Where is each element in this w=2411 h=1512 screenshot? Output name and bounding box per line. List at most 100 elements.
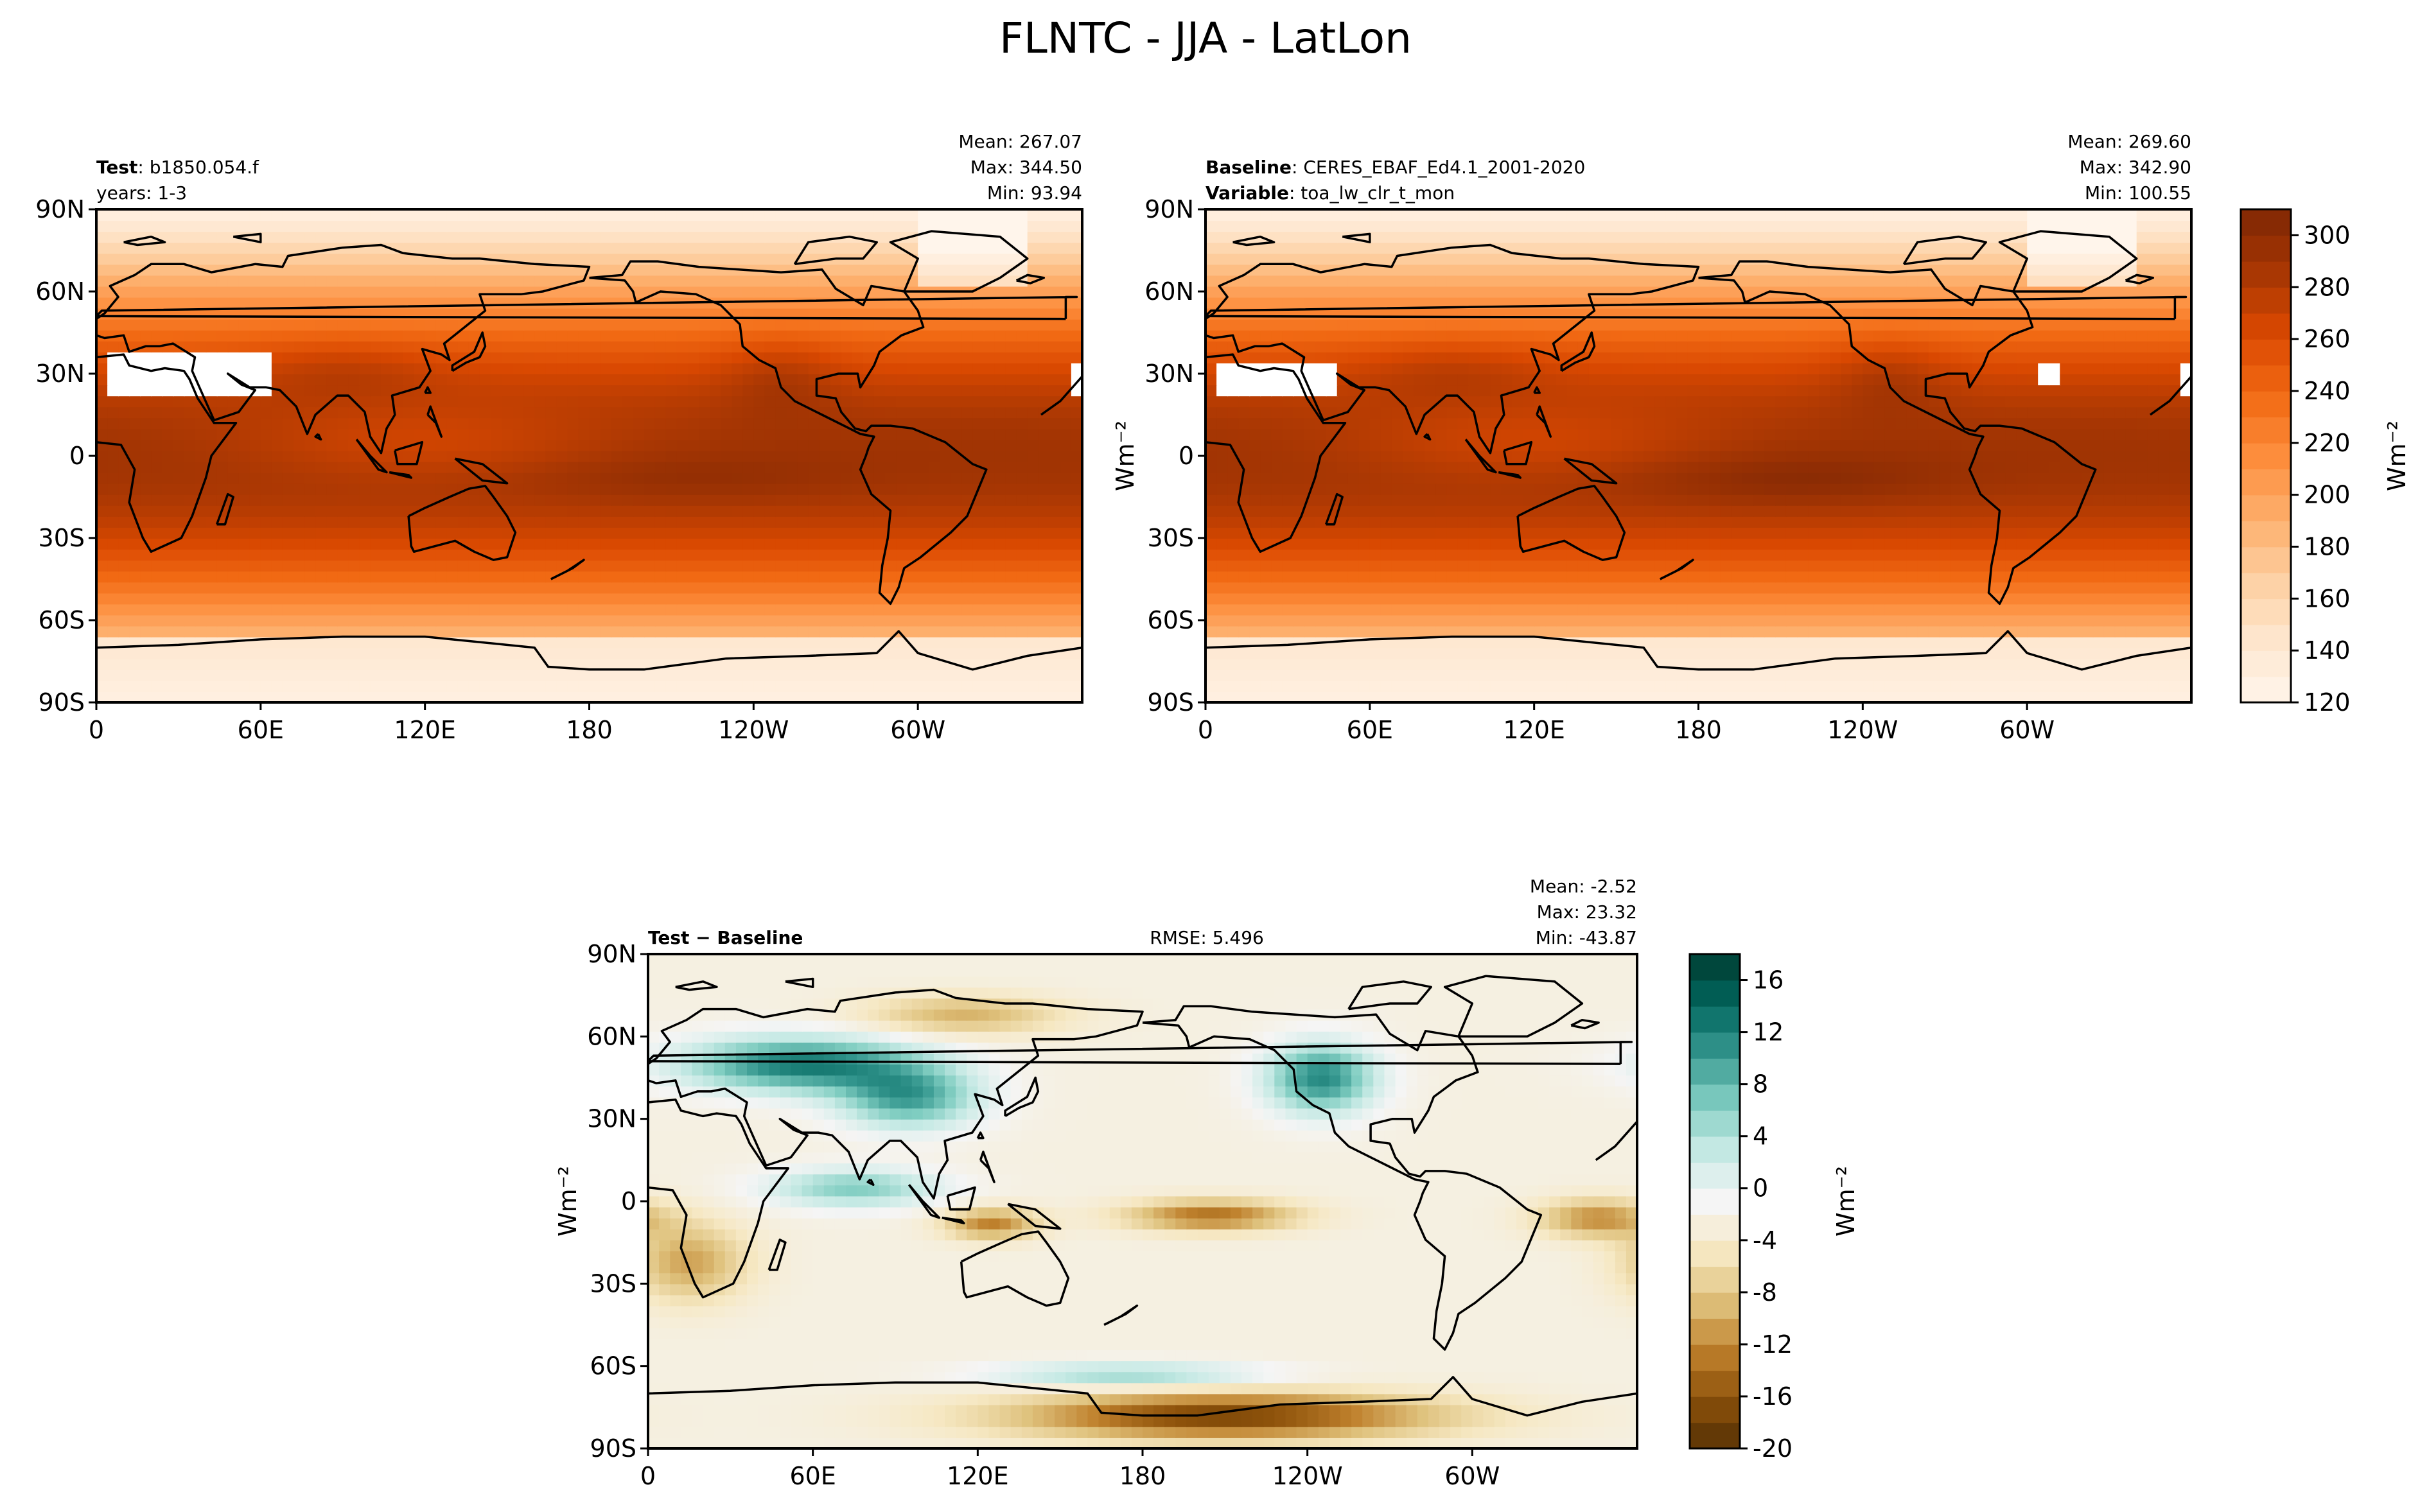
abs-colorbar-swatch	[2241, 339, 2291, 366]
baseline-stat: Mean: 269.60	[2067, 131, 2191, 152]
test-stat: Mean: 267.07	[958, 131, 1082, 152]
difference-y-tick: 30N	[587, 1105, 636, 1133]
diff-colorbar-swatch	[1690, 1266, 1740, 1293]
diff-colorbar-swatch	[1690, 1084, 1740, 1111]
baseline-x-tick: 120W	[1827, 716, 1898, 744]
baseline-x-tick: 120E	[1503, 716, 1565, 744]
diff-colorbar-swatch	[1690, 1136, 1740, 1163]
difference-y-tick: 30S	[590, 1269, 636, 1298]
abs-colorbar-swatch	[2241, 442, 2291, 469]
diff-colorbar-swatch	[1690, 1344, 1740, 1371]
test-y-tick: 30N	[35, 360, 85, 388]
diff-colorbar-tick: -20	[1753, 1434, 1793, 1463]
diff-colorbar-swatch	[1690, 1058, 1740, 1085]
abs-colorbar-tick: 140	[2304, 636, 2351, 665]
difference-x-tick: 60W	[1444, 1462, 1500, 1490]
baseline-x-tick: 0	[1198, 716, 1213, 744]
diff-colorbar-tick: -16	[1753, 1382, 1793, 1411]
diff-colorbar-swatch	[1690, 980, 1740, 1007]
test-y-tick: 60N	[35, 277, 85, 306]
diff-colorbar-swatch	[1690, 1006, 1740, 1033]
abs-colorbar-swatch	[2241, 521, 2291, 548]
diff-colorbar-swatch	[1690, 1162, 1740, 1189]
difference-stat: Max: 23.32	[1537, 901, 1637, 923]
baseline-y-tick: 60N	[1144, 277, 1194, 306]
baseline-x-tick: 60E	[1347, 716, 1393, 744]
baseline-x-tick: 180	[1675, 716, 1722, 744]
abs-colorbar-swatch	[2241, 313, 2291, 340]
abs-colorbar-tick: 120	[2304, 688, 2351, 717]
test-coastlines	[96, 230, 1082, 671]
abs-colorbar-swatch	[2241, 676, 2291, 703]
test-field	[96, 209, 1082, 702]
difference-stat: Min: -43.87	[1536, 927, 1637, 948]
abs-colorbar-tick: 300	[2304, 221, 2351, 249]
baseline-coastlines	[1206, 230, 2191, 671]
difference-panel: 0 60E 120E 180 120W 60W 90N 60N 30N 0 30S 60S 90S Tes…	[554, 876, 1638, 1490]
diff-colorbar-swatch	[1690, 1292, 1740, 1319]
abs-colorbar-swatch	[2241, 624, 2291, 651]
baseline-y-tick: 30N	[1144, 360, 1194, 388]
test-x-tick: 0	[89, 716, 104, 744]
difference-y-tick: 0	[621, 1187, 636, 1215]
panels: 0 60E 120E 180 120W 60W 90N 60N 30N 0 30S 60S 90S Tes…	[35, 131, 2411, 1490]
diff-colorbar-swatch	[1690, 1032, 1740, 1059]
difference-y-tick: 60N	[587, 1022, 636, 1050]
abs-colorbar-label: Wm⁻²	[2383, 421, 2411, 491]
abs-colorbar-swatch	[2241, 209, 2291, 236]
diff-colorbar-swatch	[1690, 1318, 1740, 1345]
abs-colorbar-swatch	[2241, 235, 2291, 262]
test-y-tick: 60S	[39, 606, 85, 634]
figure-title: FLNTC - JJA - LatLon	[999, 13, 1412, 63]
test-x-tick: 60E	[238, 716, 284, 744]
test-x-tick: 180	[566, 716, 613, 744]
baseline-y-tick: 60S	[1148, 606, 1194, 634]
abs-colorbar-swatch	[2241, 287, 2291, 314]
abs-colorbar: 120 140 160 180 200 220 240 260 280 300 Wm⁻²	[2240, 208, 2411, 717]
abs-colorbar-swatch	[2241, 494, 2291, 521]
diff-colorbar-tick: 4	[1753, 1122, 1768, 1151]
baseline-stat: Max: 342.90	[2080, 157, 2191, 178]
baseline-panel: 0 60E 120E 180 120W 60W 90N 60N 30N 0 30S 60S 90S Bas…	[1111, 131, 2193, 744]
baseline-stat: Min: 100.55	[2085, 182, 2191, 204]
test-y-tick: 90S	[39, 688, 85, 717]
diff-colorbar-label: Wm⁻²	[1832, 1166, 1860, 1237]
diff-colorbar-swatch	[1690, 1240, 1740, 1267]
abs-colorbar-swatch	[2241, 469, 2291, 496]
abs-colorbar-tick: 200	[2304, 481, 2351, 509]
abs-colorbar-swatch	[2241, 390, 2291, 418]
abs-colorbar-tick: 280	[2304, 273, 2351, 301]
abs-colorbar-swatch	[2241, 546, 2291, 573]
diff-colorbar-swatch	[1690, 1110, 1740, 1137]
diff-colorbar-swatch	[1690, 1188, 1740, 1215]
baseline-label-line: Baseline: CERES_EBAF_Ed4.1_2001-2020	[1206, 157, 1585, 178]
abs-colorbar-swatch	[2241, 365, 2291, 392]
diff-colorbar-tick: -4	[1753, 1226, 1777, 1255]
diff-colorbar-swatch	[1690, 1422, 1740, 1449]
abs-colorbar-tick: 240	[2304, 377, 2351, 405]
abs-colorbar-tick: 160	[2304, 584, 2351, 613]
diff-colorbar-tick: -12	[1753, 1330, 1793, 1359]
difference-y-tick: 90N	[587, 940, 636, 968]
diff-colorbar-swatch	[1690, 1370, 1740, 1397]
test-y-tick: 30S	[39, 524, 85, 552]
test-label-line: Test: b1850.054.f	[96, 157, 259, 178]
abs-colorbar-tick: 260	[2304, 325, 2351, 353]
baseline-label-line: Variable: toa_lw_clr_t_mon	[1206, 182, 1455, 204]
test-x-tick: 120W	[718, 716, 789, 744]
test-panel: 0 60E 120E 180 120W 60W 90N 60N 30N 0 30S 60S 90S Tes…	[35, 131, 1083, 744]
baseline-y-tick: 90N	[1144, 195, 1194, 223]
difference-y-tick: 60S	[590, 1352, 636, 1380]
diff-colorbar-tick: 16	[1753, 966, 1784, 995]
diff-colorbar-tick: -8	[1753, 1278, 1777, 1307]
baseline-field	[1206, 209, 2191, 702]
diff-colorbar-tick: 8	[1753, 1070, 1768, 1099]
diff-colorbar-swatch	[1690, 1396, 1740, 1423]
difference-y-tick: 90S	[590, 1434, 636, 1463]
diff-colorbar-tick: 12	[1753, 1018, 1784, 1047]
test-label-line: years: 1-3	[96, 182, 187, 204]
abs-colorbar-tick: 180	[2304, 532, 2351, 560]
test-y-tick: 0	[69, 442, 85, 470]
abs-colorbar-swatch	[2241, 650, 2291, 677]
